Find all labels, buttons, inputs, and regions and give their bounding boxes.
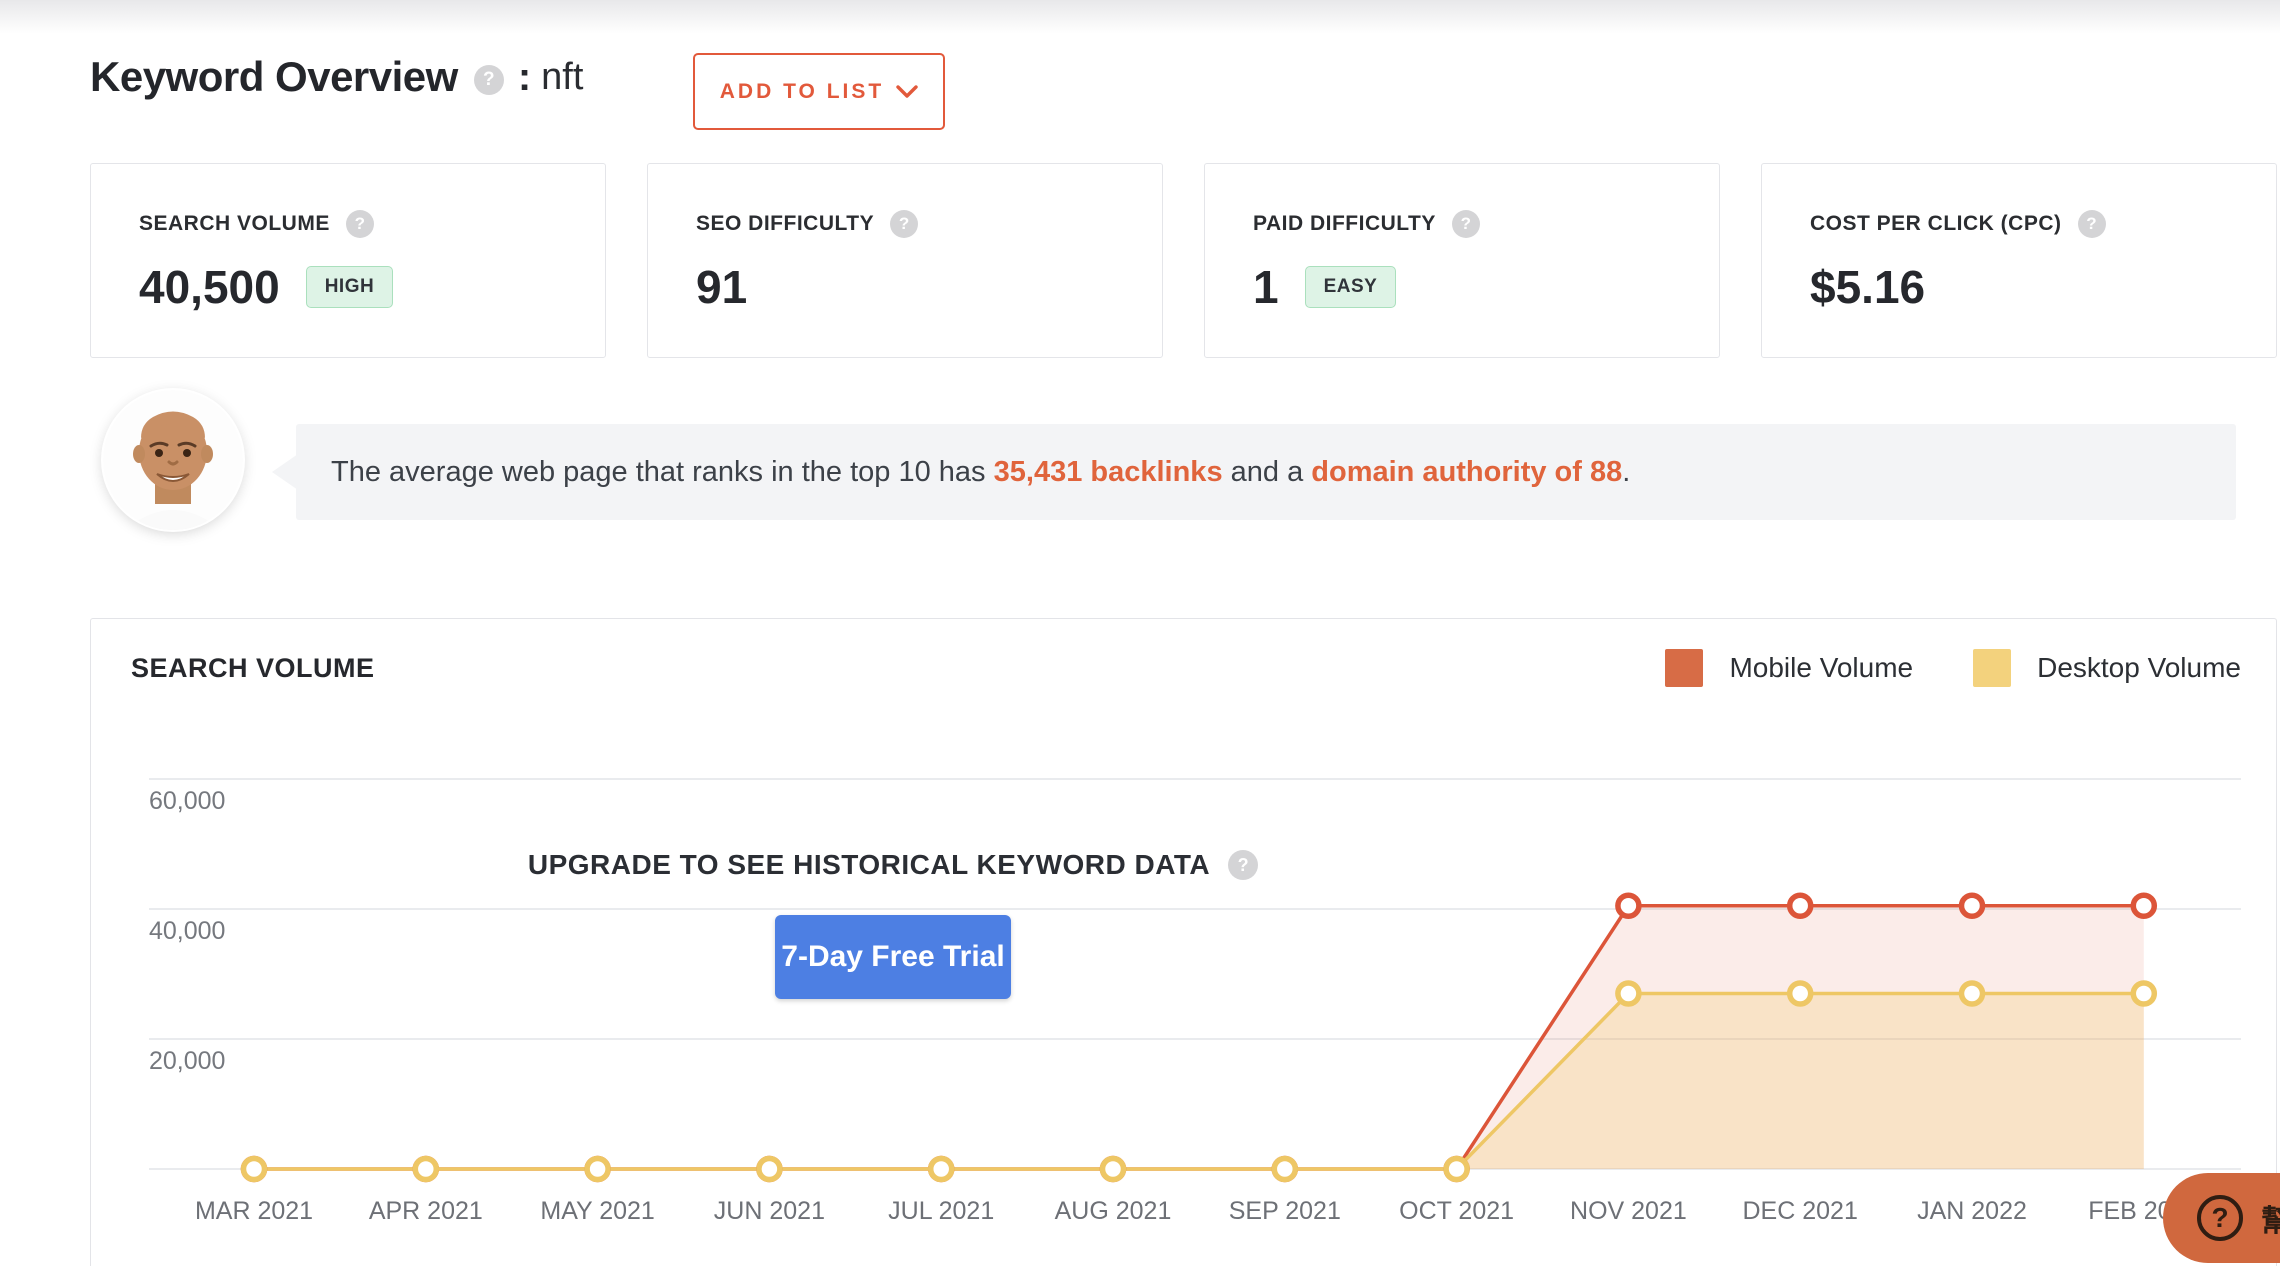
- chart-title: SEARCH VOLUME: [131, 652, 375, 683]
- add-to-list-label: ADD TO LIST: [719, 79, 885, 103]
- metric-label: COST PER CLICK (CPC): [1810, 212, 2062, 235]
- help-widget-label: 幫: [2261, 1205, 2280, 1238]
- upgrade-overlay: UPGRADE TO SEE HISTORICAL KEYWORD DATA ?…: [463, 849, 1323, 999]
- status-badge: HIGH: [305, 266, 394, 308]
- x-tick-label: AUG 2021: [1054, 1197, 1172, 1225]
- help-icon[interactable]: ?: [890, 210, 919, 238]
- x-tick-label: SEP 2021: [1228, 1197, 1341, 1225]
- page-header: Keyword Overview ? : nft: [90, 53, 583, 101]
- top-gradient: [0, 0, 2280, 34]
- speech-bubble: The average web page that ranks in the t…: [296, 424, 2236, 520]
- metric-value: 91: [696, 261, 748, 313]
- insight-text-middle: and a: [1222, 455, 1312, 488]
- chevron-down-icon: [896, 84, 918, 98]
- metric-cards-row: SEARCH VOLUME ? 40,500 HIGH SEO DIFFICUL…: [90, 163, 2277, 358]
- x-tick-label: DEC 2021: [1742, 1197, 1858, 1225]
- metric-card-search-volume: SEARCH VOLUME ? 40,500 HIGH: [90, 163, 606, 358]
- x-tick-label: NOV 2021: [1570, 1197, 1687, 1225]
- x-tick-label: JUL 2021: [888, 1197, 995, 1225]
- y-tick-label: 20,000: [149, 1047, 226, 1075]
- page-title: Keyword Overview: [90, 53, 458, 100]
- y-tick-label: 40,000: [149, 917, 226, 945]
- search-volume-chart-card: SEARCH VOLUME Mobile Volume Desktop Volu…: [90, 618, 2277, 1266]
- x-tick-label: MAY 2021: [540, 1197, 655, 1225]
- metric-label: PAID DIFFICULTY: [1253, 212, 1436, 235]
- status-badge: EASY: [1304, 266, 1397, 308]
- legend-label: Mobile Volume: [1729, 652, 1914, 683]
- legend-item-mobile: Mobile Volume: [1665, 649, 1913, 687]
- metric-value: 40,500: [139, 261, 280, 313]
- title-colon: :: [517, 54, 532, 99]
- chart-legend: Mobile Volume Desktop Volume: [1665, 649, 2241, 687]
- insight-text: The average web page that ranks in the t…: [331, 456, 1630, 489]
- help-icon[interactable]: ?: [1228, 850, 1259, 880]
- add-to-list-button[interactable]: ADD TO LIST: [693, 53, 945, 130]
- metric-card-cpc: COST PER CLICK (CPC) ? $5.16: [1761, 163, 2277, 358]
- domain-authority-link[interactable]: domain authority of 88: [1311, 455, 1623, 488]
- metric-label: SEO DIFFICULTY: [696, 212, 875, 235]
- avatar-illustration: [103, 390, 243, 530]
- backlinks-link[interactable]: 35,431 backlinks: [993, 455, 1223, 488]
- metric-label: SEARCH VOLUME: [139, 212, 330, 235]
- keyword-term: nft: [541, 55, 584, 98]
- help-icon[interactable]: ?: [345, 210, 374, 238]
- help-chat-widget[interactable]: ? 幫: [2163, 1173, 2280, 1263]
- metric-value: $5.16: [1810, 261, 1926, 313]
- insight-text-before: The average web page that ranks in the t…: [331, 455, 994, 488]
- chart-header: SEARCH VOLUME Mobile Volume Desktop Volu…: [131, 649, 2241, 687]
- y-tick-label: 60,000: [149, 787, 226, 815]
- legend-label: Desktop Volume: [2037, 652, 2241, 683]
- avatar: [103, 390, 243, 530]
- insight-text-after: .: [1622, 455, 1631, 488]
- speech-bubble-arrow: [272, 454, 298, 490]
- x-tick-label: OCT 2021: [1399, 1197, 1515, 1225]
- x-tick-label: MAR 2021: [194, 1197, 314, 1225]
- desktop-swatch-icon: [1973, 649, 2012, 687]
- metric-card-paid-difficulty: PAID DIFFICULTY ? 1 EASY: [1204, 163, 1720, 358]
- help-icon[interactable]: ?: [1451, 210, 1480, 238]
- metric-value: 1: [1253, 261, 1279, 313]
- legend-item-desktop: Desktop Volume: [1973, 649, 2241, 687]
- volume-chart-svg: [149, 778, 2241, 1183]
- x-tick-label: JUN 2021: [713, 1197, 825, 1225]
- free-trial-button[interactable]: 7-Day Free Trial: [775, 915, 1011, 999]
- metric-card-seo-difficulty: SEO DIFFICULTY ? 91: [647, 163, 1163, 358]
- help-icon[interactable]: ?: [473, 65, 504, 95]
- question-mark-icon: ?: [2197, 1195, 2243, 1241]
- mobile-swatch-icon: [1665, 649, 1704, 687]
- help-icon[interactable]: ?: [2077, 210, 2106, 238]
- upgrade-message: UPGRADE TO SEE HISTORICAL KEYWORD DATA: [527, 849, 1211, 880]
- x-tick-label: APR 2021: [368, 1197, 483, 1225]
- insight-row: The average web page that ranks in the t…: [0, 388, 2280, 538]
- x-tick-label: JAN 2022: [1917, 1197, 2027, 1225]
